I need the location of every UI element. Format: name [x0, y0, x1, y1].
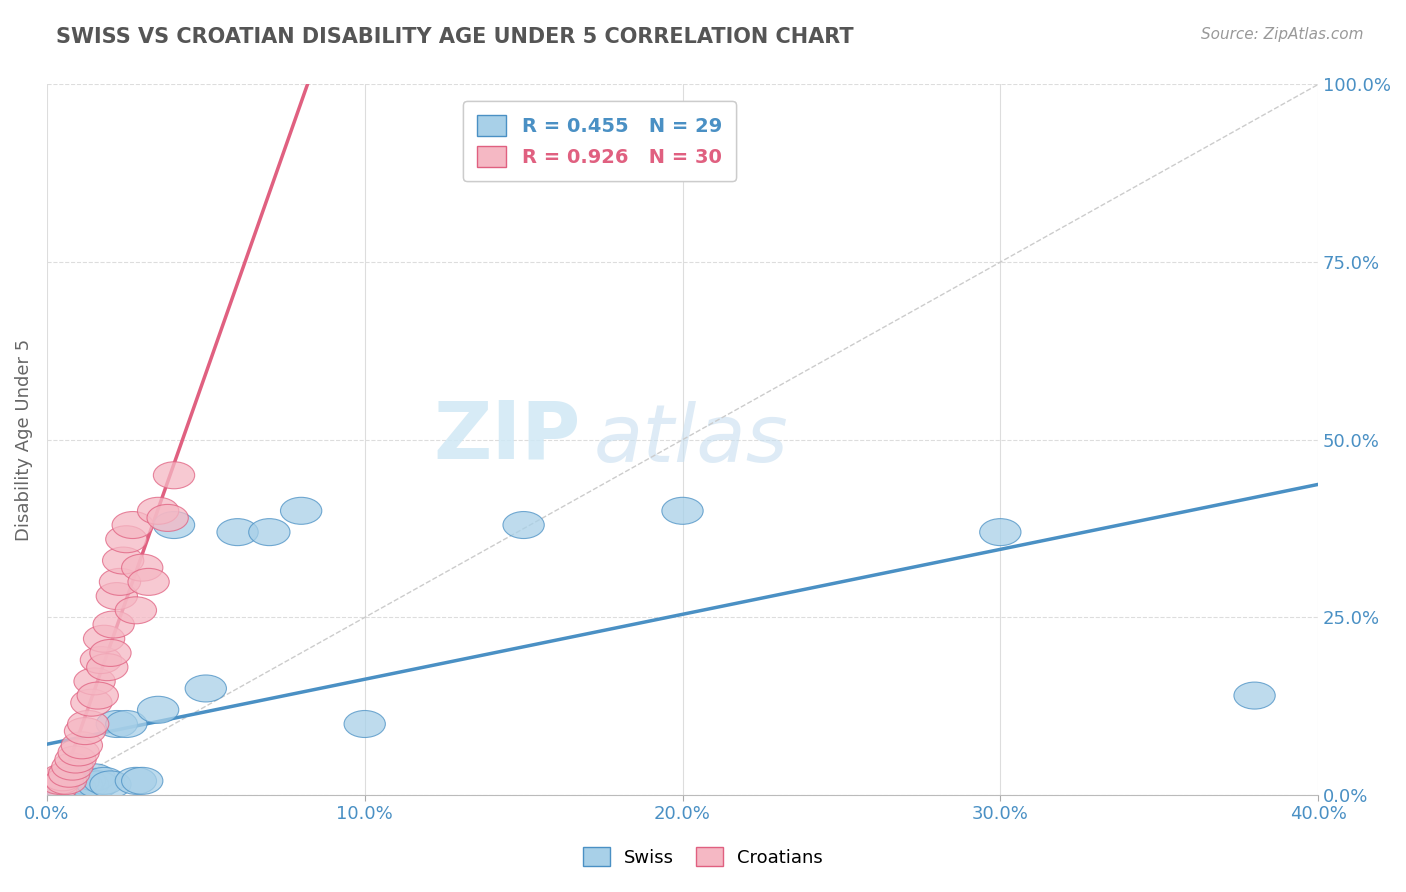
Ellipse shape — [90, 771, 131, 798]
Ellipse shape — [83, 625, 125, 652]
Ellipse shape — [55, 774, 96, 801]
Ellipse shape — [70, 690, 112, 716]
Text: ZIP: ZIP — [433, 397, 581, 475]
Ellipse shape — [138, 498, 179, 524]
Ellipse shape — [138, 697, 179, 723]
Ellipse shape — [128, 568, 169, 595]
Ellipse shape — [148, 504, 188, 532]
Ellipse shape — [42, 767, 83, 795]
Ellipse shape — [75, 668, 115, 695]
Ellipse shape — [80, 647, 121, 673]
Ellipse shape — [121, 767, 163, 795]
Ellipse shape — [58, 739, 100, 766]
Ellipse shape — [153, 511, 194, 539]
Ellipse shape — [112, 511, 153, 539]
Ellipse shape — [96, 582, 138, 609]
Ellipse shape — [344, 711, 385, 738]
Ellipse shape — [217, 518, 259, 546]
Ellipse shape — [52, 753, 93, 780]
Text: Source: ZipAtlas.com: Source: ZipAtlas.com — [1201, 27, 1364, 42]
Ellipse shape — [35, 774, 77, 801]
Ellipse shape — [96, 711, 138, 738]
Ellipse shape — [662, 498, 703, 524]
Ellipse shape — [121, 554, 163, 582]
Ellipse shape — [87, 654, 128, 681]
Ellipse shape — [90, 640, 131, 666]
Legend: Swiss, Croatians: Swiss, Croatians — [575, 840, 831, 874]
Ellipse shape — [1234, 682, 1275, 709]
Ellipse shape — [65, 717, 105, 745]
Ellipse shape — [45, 774, 87, 801]
Ellipse shape — [58, 767, 100, 795]
Ellipse shape — [186, 675, 226, 702]
Legend: R = 0.455   N = 29, R = 0.926   N = 30: R = 0.455 N = 29, R = 0.926 N = 30 — [464, 102, 735, 180]
Ellipse shape — [45, 767, 87, 795]
Ellipse shape — [105, 711, 148, 738]
Ellipse shape — [115, 767, 156, 795]
Ellipse shape — [115, 597, 156, 624]
Ellipse shape — [249, 518, 290, 546]
Ellipse shape — [980, 518, 1021, 546]
Ellipse shape — [55, 746, 96, 773]
Ellipse shape — [48, 767, 90, 795]
Ellipse shape — [153, 462, 194, 489]
Ellipse shape — [62, 731, 103, 759]
Ellipse shape — [67, 771, 108, 798]
Ellipse shape — [77, 771, 118, 798]
Ellipse shape — [100, 568, 141, 595]
Ellipse shape — [75, 764, 115, 791]
Ellipse shape — [67, 711, 108, 738]
Ellipse shape — [103, 547, 143, 574]
Ellipse shape — [65, 767, 105, 795]
Ellipse shape — [77, 682, 118, 709]
Ellipse shape — [42, 764, 83, 791]
Ellipse shape — [503, 511, 544, 539]
Ellipse shape — [62, 771, 103, 798]
Ellipse shape — [280, 498, 322, 524]
Text: SWISS VS CROATIAN DISABILITY AGE UNDER 5 CORRELATION CHART: SWISS VS CROATIAN DISABILITY AGE UNDER 5… — [56, 27, 853, 46]
Y-axis label: Disability Age Under 5: Disability Age Under 5 — [15, 339, 32, 541]
Ellipse shape — [105, 525, 148, 553]
Ellipse shape — [48, 760, 90, 788]
Text: atlas: atlas — [593, 401, 789, 479]
Ellipse shape — [35, 774, 77, 801]
Ellipse shape — [93, 611, 135, 638]
Ellipse shape — [39, 767, 80, 795]
Ellipse shape — [52, 771, 93, 798]
Ellipse shape — [83, 767, 125, 795]
